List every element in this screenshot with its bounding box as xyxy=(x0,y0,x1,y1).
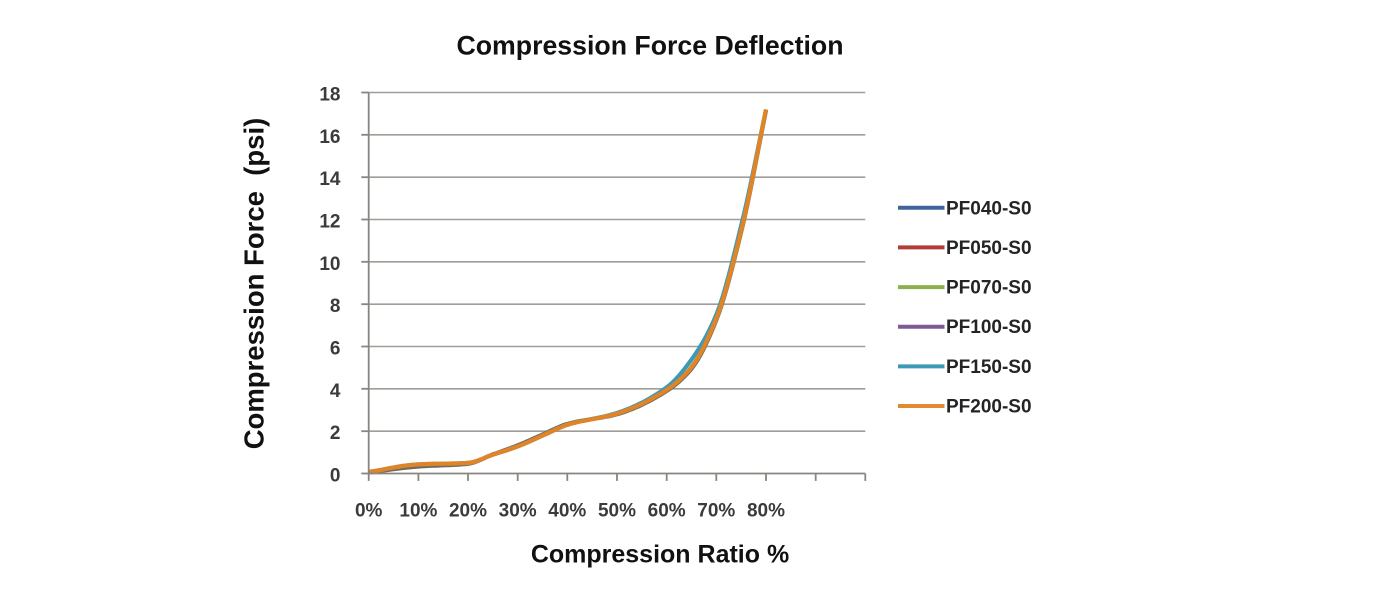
svg-text:70%: 70% xyxy=(697,501,735,522)
svg-text:6: 6 xyxy=(330,339,341,360)
svg-text:2: 2 xyxy=(330,423,341,444)
svg-text:30%: 30% xyxy=(499,501,537,522)
svg-text:PF040-S0: PF040-S0 xyxy=(946,198,1032,219)
svg-text:PF200-S0: PF200-S0 xyxy=(946,397,1032,418)
svg-text:16: 16 xyxy=(319,127,340,148)
svg-text:Compression Ratio %: Compression Ratio % xyxy=(531,541,789,569)
svg-text:PF070-S0: PF070-S0 xyxy=(946,278,1032,299)
svg-text:80%: 80% xyxy=(747,501,785,522)
svg-text:PF100-S0: PF100-S0 xyxy=(946,317,1032,338)
svg-text:40%: 40% xyxy=(548,501,586,522)
svg-text:0: 0 xyxy=(330,466,341,487)
svg-text:PF150-S0: PF150-S0 xyxy=(946,357,1032,378)
svg-text:0%: 0% xyxy=(355,501,383,522)
svg-text:8: 8 xyxy=(330,296,341,317)
svg-text:12: 12 xyxy=(319,212,340,233)
svg-text:18: 18 xyxy=(319,85,340,106)
svg-text:60%: 60% xyxy=(648,501,686,522)
svg-text:Compression Force (psi): Compression Force (psi) xyxy=(239,118,270,450)
svg-text:PF050-S0: PF050-S0 xyxy=(946,238,1032,259)
svg-text:10%: 10% xyxy=(399,501,437,522)
svg-text:4: 4 xyxy=(330,381,341,402)
svg-text:10: 10 xyxy=(319,254,340,275)
svg-text:20%: 20% xyxy=(449,501,487,522)
svg-text:50%: 50% xyxy=(598,501,636,522)
svg-text:Compression Force Deflection: Compression Force Deflection xyxy=(456,31,843,61)
svg-text:14: 14 xyxy=(319,169,341,190)
